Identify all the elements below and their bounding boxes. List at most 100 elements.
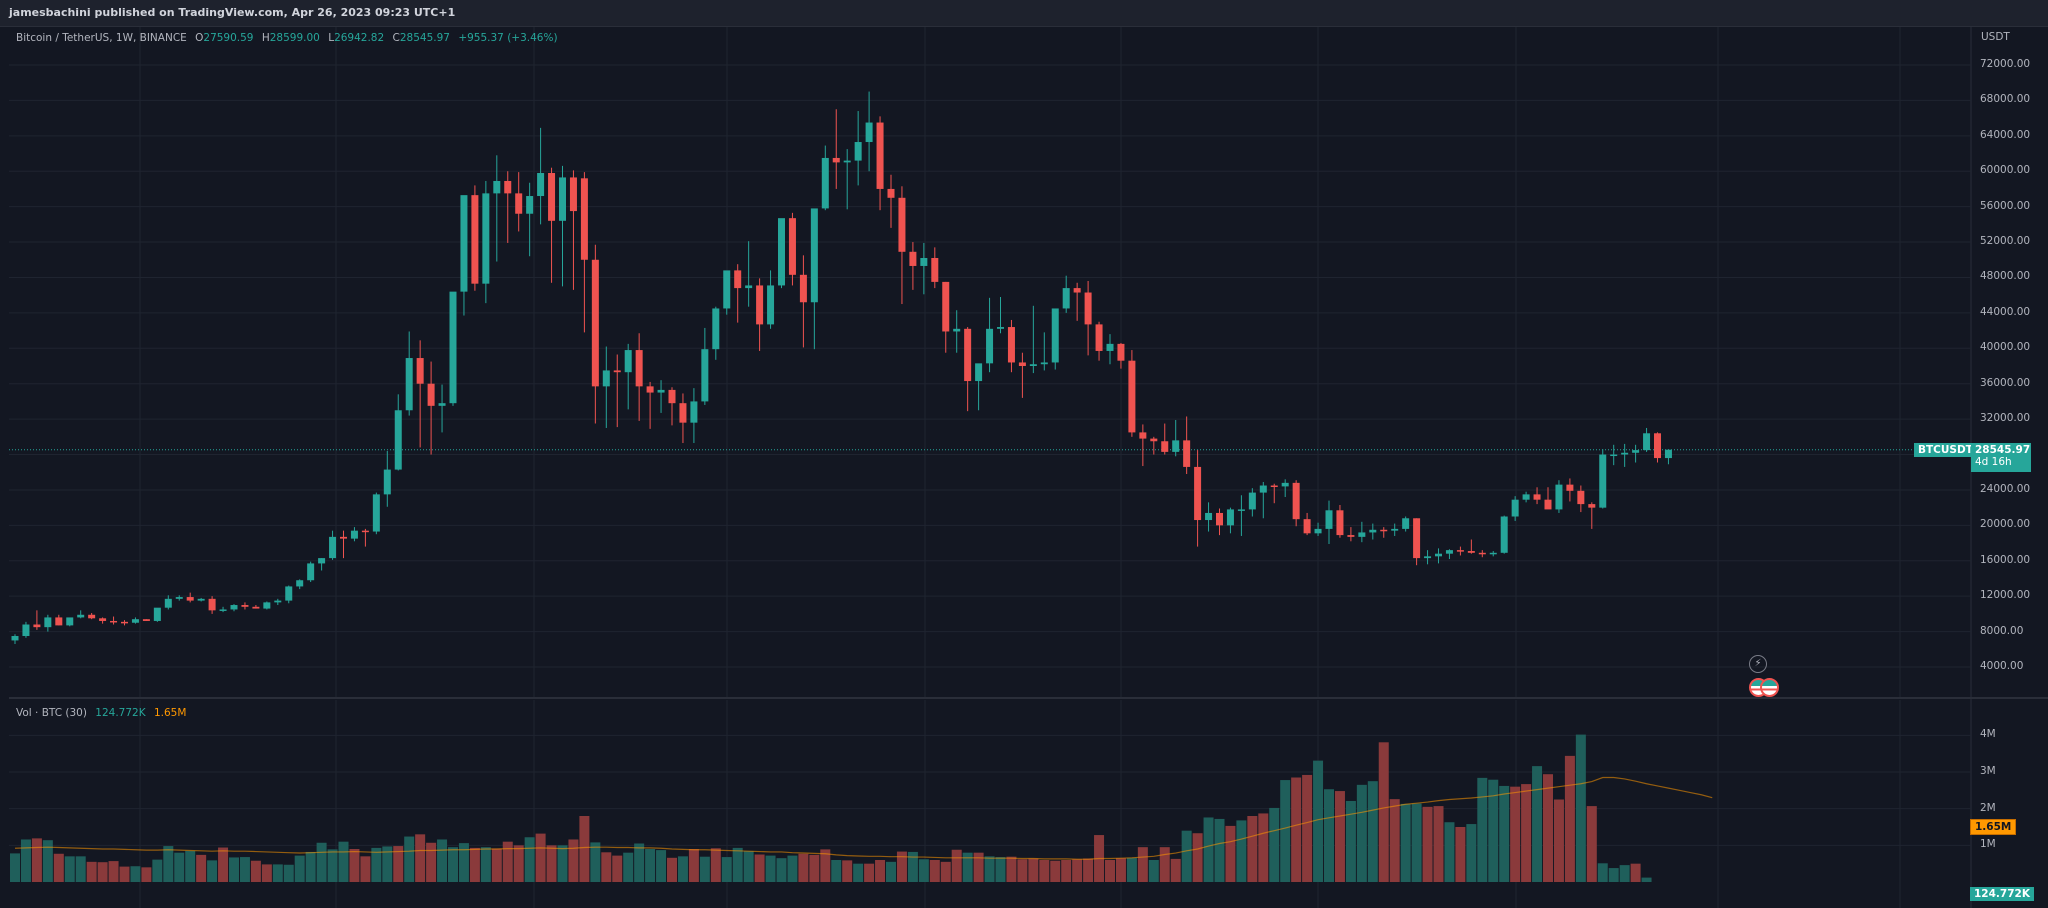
volume-bar <box>809 854 820 882</box>
candle <box>110 616 118 625</box>
currency-label: USDT <box>1981 31 2010 43</box>
volume-bar <box>1214 818 1225 882</box>
candle <box>394 394 402 471</box>
volume-bar <box>875 860 886 882</box>
candle <box>318 558 326 571</box>
candle <box>164 595 172 610</box>
price-tick: 52000.00 <box>1980 235 2031 248</box>
candle <box>1599 449 1607 509</box>
volume-bar <box>316 842 327 882</box>
price-tick: 72000.00 <box>1980 58 2031 70</box>
volume-bar <box>1356 784 1367 882</box>
candle <box>1150 436 1158 455</box>
candle <box>1314 522 1322 536</box>
volume-bar <box>1072 859 1083 882</box>
low-label: L <box>328 32 335 44</box>
volume-bar <box>1192 833 1203 882</box>
volume-bar <box>1269 807 1280 882</box>
candle <box>778 218 785 289</box>
price-tick: 32000.00 <box>1980 412 2031 425</box>
candle <box>1270 483 1278 504</box>
candle <box>942 281 950 353</box>
candle <box>55 614 63 626</box>
candle <box>1664 449 1672 465</box>
volume-bar <box>1115 858 1126 882</box>
volume-bar <box>721 857 732 882</box>
volume-bar <box>141 867 152 882</box>
volume-bar <box>984 856 995 882</box>
candle <box>1456 546 1464 556</box>
candle <box>832 109 840 189</box>
volume-bar <box>327 849 338 882</box>
volume-bar <box>1641 877 1652 882</box>
volume-bar <box>1466 824 1477 882</box>
volume-bar <box>108 861 119 882</box>
price-tick: 64000.00 <box>1980 128 2031 141</box>
candle <box>767 270 775 329</box>
volume-bar <box>1510 786 1521 882</box>
candle <box>690 388 698 444</box>
candle <box>734 264 742 323</box>
volume-tick: 4M <box>1980 728 1996 741</box>
price-tick: 20000.00 <box>1980 518 2031 531</box>
volume-bar <box>546 845 557 882</box>
candle <box>1062 275 1070 313</box>
candle <box>22 621 30 638</box>
volume-bar <box>1105 860 1115 882</box>
volume-bar <box>1608 868 1619 882</box>
volume-bar <box>1050 860 1061 882</box>
candle <box>810 208 818 350</box>
volume-bar <box>502 841 513 882</box>
candle <box>427 361 435 455</box>
volume-bar <box>1258 813 1269 882</box>
volume-bar <box>1532 766 1543 882</box>
open-value: 27590.59 <box>203 32 254 44</box>
volume-bar <box>1543 774 1553 882</box>
volume-bar <box>1411 803 1422 882</box>
candle <box>1073 282 1081 321</box>
symbol-badge: BTCUSDT <box>1914 443 1977 457</box>
volume-bar <box>250 860 261 882</box>
volume-bar <box>1367 781 1378 882</box>
candle <box>405 331 413 416</box>
volume-bar <box>1181 830 1192 882</box>
price-tick: 8000.00 <box>1980 624 2024 637</box>
candle <box>1018 352 1026 398</box>
candle <box>548 167 556 283</box>
volume-bar <box>1488 779 1499 882</box>
candle <box>635 333 643 421</box>
candle <box>580 172 588 333</box>
lightning-icon[interactable]: ⚡ <box>1749 655 1767 673</box>
volume-bar <box>1400 803 1411 882</box>
volume-bar <box>820 849 831 882</box>
candle <box>646 381 654 429</box>
volume-bar <box>196 854 207 882</box>
volume-bar <box>448 847 458 882</box>
candle <box>1533 487 1541 505</box>
candle <box>1577 485 1585 513</box>
volume-bar <box>1126 857 1137 882</box>
candle <box>821 145 829 211</box>
candle <box>1467 539 1475 554</box>
economic-event-flag-icon-2[interactable] <box>1760 678 1779 697</box>
candle <box>1216 508 1223 536</box>
candle <box>1106 334 1114 365</box>
volume-bar <box>688 849 699 882</box>
volume-bar <box>699 856 710 882</box>
candle <box>1325 500 1333 544</box>
candle <box>723 270 731 315</box>
candle <box>1478 550 1486 558</box>
volume-bar <box>623 852 634 882</box>
volume-bar <box>513 845 524 882</box>
volume-bar <box>842 860 853 882</box>
volume-bar <box>1028 858 1039 882</box>
volume-bar <box>272 864 283 882</box>
candle <box>679 393 687 444</box>
candle <box>898 186 906 305</box>
candle <box>493 155 501 262</box>
candle <box>1654 432 1661 463</box>
volume-bar <box>458 843 469 882</box>
volume-bar <box>1334 791 1345 882</box>
volume-bar <box>426 842 437 882</box>
